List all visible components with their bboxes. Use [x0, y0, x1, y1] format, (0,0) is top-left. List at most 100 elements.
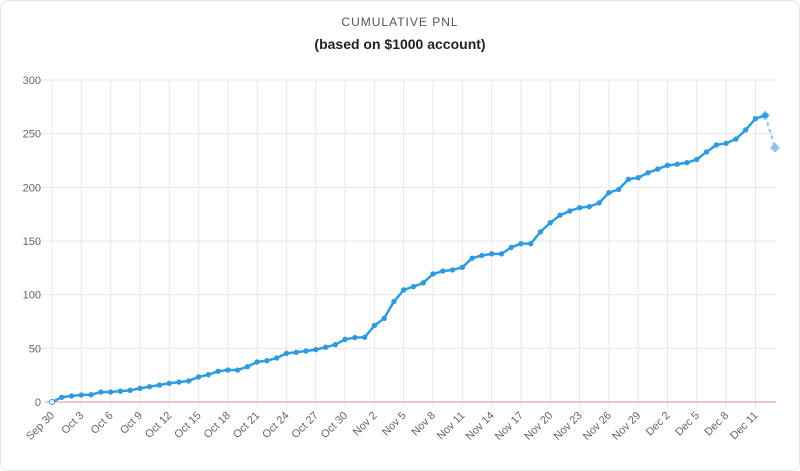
- y-tick-label: 250: [23, 129, 41, 141]
- x-tick-label: Oct 9: [118, 410, 145, 437]
- data-point: [762, 112, 768, 119]
- data-point: [195, 374, 202, 380]
- y-tick-label: 0: [35, 397, 41, 409]
- data-point: [498, 251, 505, 257]
- data-point: [557, 212, 563, 218]
- data-point: [98, 389, 104, 395]
- data-point: [264, 357, 270, 364]
- data-point: [655, 166, 661, 172]
- x-tick-label: Oct 24: [260, 410, 291, 441]
- data-point: [303, 348, 309, 354]
- x-tick-label: Nov 8: [409, 410, 438, 439]
- x-tick-label: Nov 14: [464, 410, 497, 443]
- data-point: [166, 380, 172, 387]
- data-point: [547, 220, 553, 226]
- x-tick-label: Oct 30: [319, 410, 350, 441]
- data-point: [518, 240, 524, 247]
- x-tick-label: Dec 5: [673, 410, 702, 439]
- data-point: [440, 268, 446, 274]
- data-point: [635, 174, 641, 181]
- data-point: [332, 341, 339, 348]
- data-point: [283, 350, 290, 357]
- data-point: [449, 267, 456, 273]
- data-point: [645, 170, 651, 176]
- data-point: [606, 190, 612, 196]
- data-point: [68, 393, 75, 399]
- x-tick-label: Sep 30: [24, 410, 57, 443]
- data-point: [410, 283, 417, 290]
- x-tick-label: Nov 29: [610, 410, 643, 443]
- x-tick-label: Nov 11: [435, 410, 468, 443]
- data-point: [381, 315, 387, 321]
- data-point: [703, 149, 710, 155]
- data-point: [528, 240, 534, 247]
- data-point: [723, 140, 729, 147]
- data-point: [274, 355, 280, 361]
- data-point: [488, 251, 495, 257]
- data-point: [361, 334, 368, 340]
- data-point: [313, 346, 319, 353]
- y-tick-label: 50: [29, 343, 41, 355]
- projected-line: [764, 115, 776, 148]
- y-tick-label: 100: [23, 290, 41, 302]
- data-point: [508, 244, 514, 251]
- data-point: [537, 229, 544, 235]
- data-point: [401, 287, 407, 293]
- chart-subtitle: (based on $1000 account): [314, 36, 486, 52]
- data-point: [234, 367, 241, 373]
- data-point: [322, 344, 329, 350]
- data-point: [49, 399, 55, 405]
- data-point: [420, 280, 426, 286]
- data-point: [293, 349, 299, 356]
- data-point: [694, 156, 700, 163]
- data-point: [117, 388, 124, 394]
- data-point: [244, 363, 251, 370]
- data-point: [176, 379, 182, 385]
- data-point: [459, 264, 466, 270]
- data-point: [127, 387, 133, 394]
- data-point: [479, 252, 485, 259]
- data-point: [586, 203, 593, 210]
- data-point: [107, 389, 114, 395]
- data-point: [186, 378, 192, 384]
- data-point: [78, 392, 85, 398]
- x-tick-label: Nov 26: [581, 410, 614, 443]
- data-point: [625, 176, 632, 182]
- data-point: [664, 162, 671, 169]
- data-point: [215, 368, 221, 375]
- x-tick-label: Dec 2: [644, 410, 673, 439]
- data-point: [733, 136, 739, 142]
- data-point: [713, 142, 720, 148]
- data-point: [567, 208, 573, 214]
- data-point: [254, 359, 260, 365]
- data-point: [147, 383, 153, 390]
- x-tick-label: Dec 8: [702, 410, 731, 439]
- data-point: [342, 336, 348, 343]
- x-tick-label: Oct 15: [172, 410, 203, 441]
- x-tick-label: Dec 11: [728, 410, 761, 443]
- x-tick-label: Nov 23: [552, 410, 585, 443]
- data-point: [371, 322, 378, 329]
- projected-point: [770, 142, 780, 153]
- data-point: [469, 255, 475, 261]
- x-tick-label: Oct 3: [59, 410, 86, 437]
- data-point: [59, 394, 65, 400]
- data-point: [596, 200, 602, 206]
- x-tick-label: Oct 12: [143, 410, 174, 441]
- y-tick-label: 300: [23, 75, 41, 87]
- data-point: [615, 186, 622, 193]
- y-tick-label: 200: [23, 182, 41, 194]
- x-tick-label: Oct 27: [290, 410, 321, 441]
- data-point: [576, 205, 583, 211]
- x-tick-label: Nov 2: [351, 410, 380, 439]
- data-point: [391, 298, 397, 305]
- x-tick-label: Nov 17: [493, 410, 526, 443]
- data-point: [88, 392, 94, 398]
- data-point: [352, 334, 358, 341]
- data-point: [430, 271, 436, 277]
- data-point: [156, 382, 163, 388]
- data-point: [684, 159, 690, 166]
- data-point: [205, 371, 212, 378]
